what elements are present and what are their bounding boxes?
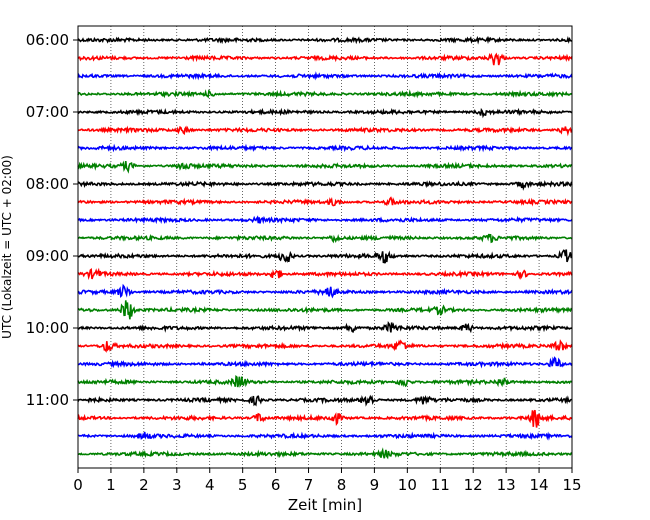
trace-0930 (77, 283, 573, 299)
trace-0745 (77, 160, 573, 174)
y-tick-label: 10:00 (26, 319, 69, 337)
x-tick-label: 0 (73, 476, 83, 494)
x-tick-label: 12 (464, 476, 483, 494)
trace-0645 (77, 89, 573, 99)
y-tick-label: 09:00 (26, 247, 69, 265)
trace-0815 (77, 196, 573, 207)
trace-1000 (77, 320, 573, 334)
x-tick-label: 14 (530, 476, 549, 494)
trace-0715 (77, 125, 573, 137)
x-tick-label: 11 (431, 476, 450, 494)
trace-1015 (77, 339, 573, 353)
y-tick-label: 07:00 (26, 103, 69, 121)
y-tick-label: 11:00 (26, 391, 69, 409)
x-tick-label: 13 (497, 476, 516, 494)
trace-1130 (77, 431, 573, 441)
trace-0900 (77, 249, 573, 264)
x-tick-label: 2 (139, 476, 149, 494)
trace-0800 (77, 180, 573, 191)
trace-1100 (77, 394, 573, 407)
plot-frame (77, 25, 573, 469)
trace-0600 (77, 35, 573, 45)
trace-0915 (77, 267, 573, 281)
trace-1045 (77, 375, 573, 388)
x-axis-ticks: 0 1 2 3 4 5 6 7 8 9 10 11 12 13 14 15 (73, 468, 582, 494)
trace-0845 (77, 233, 573, 244)
x-tick-label: 15 (562, 476, 581, 494)
trace-0945 (77, 300, 573, 320)
x-tick-label: 6 (271, 476, 281, 494)
y-axis-ticks: 06:00 07:00 08:00 09:00 10:00 11:00 (26, 31, 78, 409)
x-tick-label: 10 (398, 476, 417, 494)
trace-0630 (77, 71, 573, 81)
x-axis-label: Zeit [min] (288, 496, 362, 514)
trace-0730 (77, 143, 573, 153)
y-tick-label: 08:00 (26, 175, 69, 193)
y-axis-label: UTC (Lokalzeit = UTC + 02:00) (0, 155, 14, 339)
trace-0700 (77, 107, 573, 119)
x-tick-label: 7 (304, 476, 314, 494)
trace-1030 (77, 356, 573, 369)
trace-1115 (77, 409, 573, 428)
x-tick-label: 9 (370, 476, 380, 494)
trace-0615 (77, 52, 573, 66)
x-tick-label: 3 (172, 476, 182, 494)
trace-0830 (77, 215, 573, 225)
x-tick-label: 1 (106, 476, 116, 494)
trace-1145 (77, 447, 573, 460)
seismic-traces (77, 35, 573, 460)
x-tick-label: 4 (205, 476, 215, 494)
y-tick-label: 06:00 (26, 31, 69, 49)
x-tick-label: 5 (238, 476, 248, 494)
x-tick-label: 8 (337, 476, 347, 494)
